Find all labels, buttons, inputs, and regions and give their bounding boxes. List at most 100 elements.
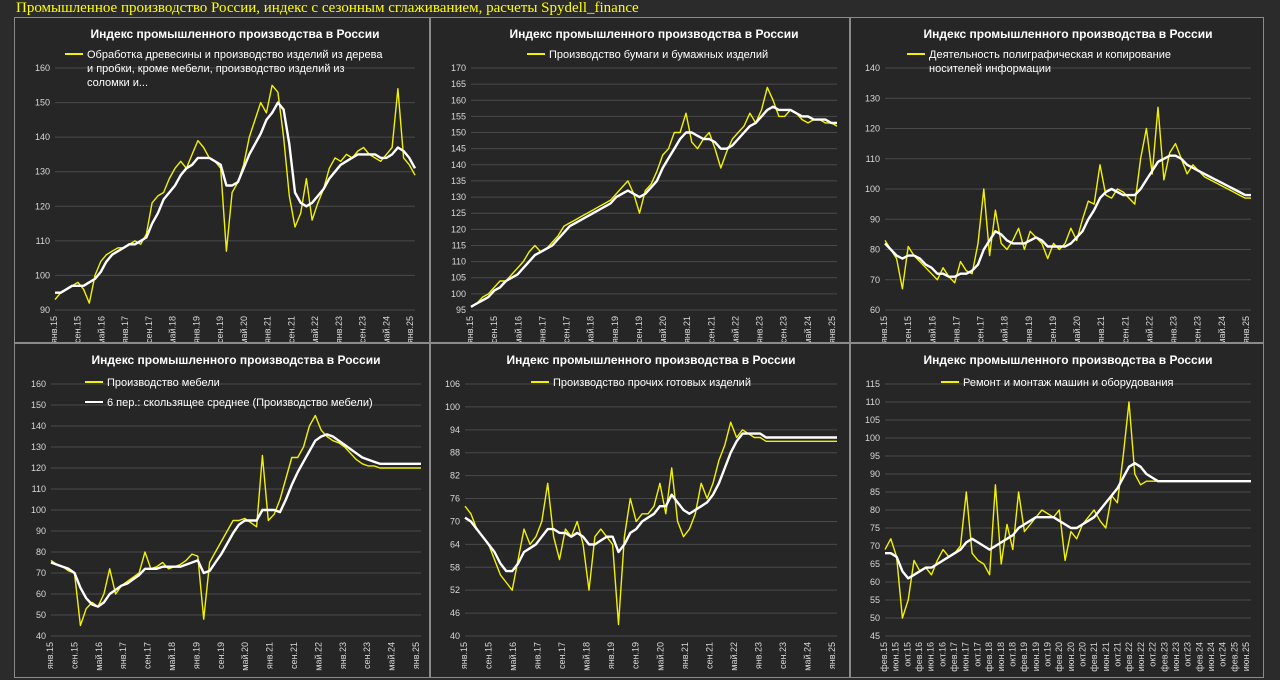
x-tick-label: фев.17 bbox=[949, 642, 959, 672]
x-tick-label: фев.18 bbox=[984, 642, 994, 672]
y-tick-label: 80 bbox=[870, 245, 880, 255]
y-tick-label: 95 bbox=[870, 451, 880, 461]
y-tick-label: 110 bbox=[866, 397, 880, 407]
y-tick-label: 150 bbox=[35, 98, 50, 108]
x-tick-label: май.16 bbox=[508, 642, 518, 671]
series-line-smoothed bbox=[55, 101, 417, 294]
x-tick-label: июн.16 bbox=[926, 642, 936, 671]
y-tick-label: 90 bbox=[870, 469, 880, 479]
legend-entry: Деятельность полиграфическая и копирован… bbox=[929, 49, 1171, 75]
y-tick-label: 100 bbox=[865, 184, 880, 194]
x-tick-label: янв.23 bbox=[334, 316, 344, 342]
chart-svg: Индекс промышленного производства в Росс… bbox=[35, 27, 417, 342]
x-tick-label: май.24 bbox=[381, 316, 391, 342]
x-tick-label: янв.15 bbox=[459, 642, 469, 669]
page-title: Промышленное производство России, индекс… bbox=[16, 0, 639, 16]
chart-panel-paper: Индекс промышленного производства в Росс… bbox=[430, 17, 850, 343]
x-tick-label: июн.23 bbox=[1171, 642, 1181, 671]
x-tick-label: янв.21 bbox=[263, 316, 273, 342]
x-tick-label: июн.18 bbox=[996, 642, 1006, 671]
x-tick-label: май.24 bbox=[802, 642, 812, 671]
x-tick-label: сен.21 bbox=[706, 316, 716, 342]
x-tick-label: май.22 bbox=[1144, 316, 1154, 342]
x-tick-label: окт.16 bbox=[937, 642, 947, 667]
x-tick-label: янв.21 bbox=[682, 316, 692, 342]
x-tick-label: май.22 bbox=[729, 642, 739, 671]
x-tick-label: май.22 bbox=[730, 316, 740, 342]
y-tick-label: 40 bbox=[36, 631, 46, 641]
y-tick-label: 150 bbox=[451, 128, 466, 138]
x-tick-label: окт.23 bbox=[1183, 642, 1193, 667]
y-tick-label: 130 bbox=[865, 93, 880, 103]
chart-panel-repair: Индекс промышленного производства в Росс… bbox=[850, 343, 1264, 678]
chart-svg: Индекс промышленного производства в Росс… bbox=[451, 27, 838, 342]
y-tick-label: 140 bbox=[35, 132, 50, 142]
series-line-smoothed bbox=[885, 461, 1251, 580]
x-tick-label: окт.21 bbox=[1113, 642, 1123, 667]
x-tick-label: сен.23 bbox=[779, 316, 789, 342]
x-tick-label: фев.15 bbox=[879, 642, 889, 672]
y-tick-label: 140 bbox=[31, 421, 46, 431]
y-tick-label: 130 bbox=[35, 167, 50, 177]
x-tick-label: янв.15 bbox=[879, 316, 889, 342]
x-tick-label: сен.23 bbox=[358, 316, 368, 342]
x-tick-label: сен.19 bbox=[215, 316, 225, 342]
x-tick-label: сен.15 bbox=[73, 316, 83, 342]
x-tick-label: июн.19 bbox=[1031, 642, 1041, 671]
y-tick-label: 150 bbox=[31, 400, 46, 410]
legend-entry: Производство прочих готовых изделий bbox=[553, 377, 751, 389]
x-tick-label: сен.15 bbox=[489, 316, 499, 342]
x-tick-label: май.18 bbox=[582, 642, 592, 671]
x-tick-label: фев.24 bbox=[1194, 642, 1204, 672]
x-tick-label: май.20 bbox=[1072, 316, 1082, 342]
series-line-raw bbox=[464, 421, 837, 626]
y-tick-label: 64 bbox=[450, 539, 460, 549]
legend-entry: Ремонт и монтаж машин и оборудования bbox=[963, 377, 1173, 389]
x-tick-label: янв.23 bbox=[338, 642, 348, 669]
x-tick-label: июн.25 bbox=[1241, 642, 1251, 671]
legend-entry: Производство мебели bbox=[107, 377, 220, 389]
y-tick-label: 52 bbox=[450, 585, 460, 595]
x-tick-label: май.20 bbox=[655, 642, 665, 671]
y-tick-label: 46 bbox=[450, 608, 460, 618]
legend-entry: Производство бумаги и бумажных изделий bbox=[549, 49, 768, 61]
x-tick-label: сен.19 bbox=[216, 642, 226, 669]
x-tick-label: фев.25 bbox=[1229, 642, 1239, 672]
y-tick-label: 88 bbox=[450, 448, 460, 458]
x-tick-label: май.18 bbox=[1000, 316, 1010, 342]
x-tick-label: окт.24 bbox=[1218, 642, 1228, 667]
y-tick-label: 106 bbox=[445, 379, 460, 389]
x-tick-label: янв.17 bbox=[533, 642, 543, 669]
y-tick-label: 170 bbox=[451, 63, 466, 73]
y-tick-label: 140 bbox=[451, 160, 466, 170]
y-tick-label: 110 bbox=[32, 484, 46, 494]
x-tick-label: сен.21 bbox=[1120, 316, 1130, 342]
x-tick-label: май.16 bbox=[927, 316, 937, 342]
y-tick-label: 60 bbox=[36, 589, 46, 599]
chart-panel-other-goods: Индекс промышленного производства в Росс… bbox=[430, 343, 850, 678]
x-tick-label: сен.17 bbox=[562, 316, 572, 342]
series-line-raw bbox=[50, 414, 421, 627]
x-tick-label: окт.20 bbox=[1078, 642, 1088, 667]
x-tick-label: окт.15 bbox=[902, 642, 912, 667]
y-tick-label: 60 bbox=[870, 305, 880, 315]
x-tick-label: янв.23 bbox=[1169, 316, 1179, 342]
y-tick-label: 135 bbox=[451, 176, 466, 186]
y-tick-label: 160 bbox=[451, 95, 466, 105]
y-tick-label: 160 bbox=[35, 63, 50, 73]
y-tick-label: 50 bbox=[36, 610, 46, 620]
x-tick-label: май.18 bbox=[168, 316, 178, 342]
series-line-raw bbox=[884, 106, 1251, 290]
x-tick-label: янв.15 bbox=[465, 316, 475, 342]
chart-svg: Индекс промышленного производства в Росс… bbox=[31, 353, 421, 671]
y-tick-label: 120 bbox=[451, 224, 466, 234]
y-tick-label: 76 bbox=[450, 494, 460, 504]
x-tick-label: сен.19 bbox=[631, 642, 641, 669]
x-tick-label: сен.21 bbox=[704, 642, 714, 669]
x-tick-label: янв.25 bbox=[827, 316, 837, 342]
x-tick-label: янв.17 bbox=[118, 642, 128, 669]
y-tick-label: 100 bbox=[451, 289, 466, 299]
x-tick-label: сен.15 bbox=[484, 642, 494, 669]
x-tick-label: июн.24 bbox=[1206, 642, 1216, 671]
x-tick-label: янв.15 bbox=[45, 642, 55, 669]
